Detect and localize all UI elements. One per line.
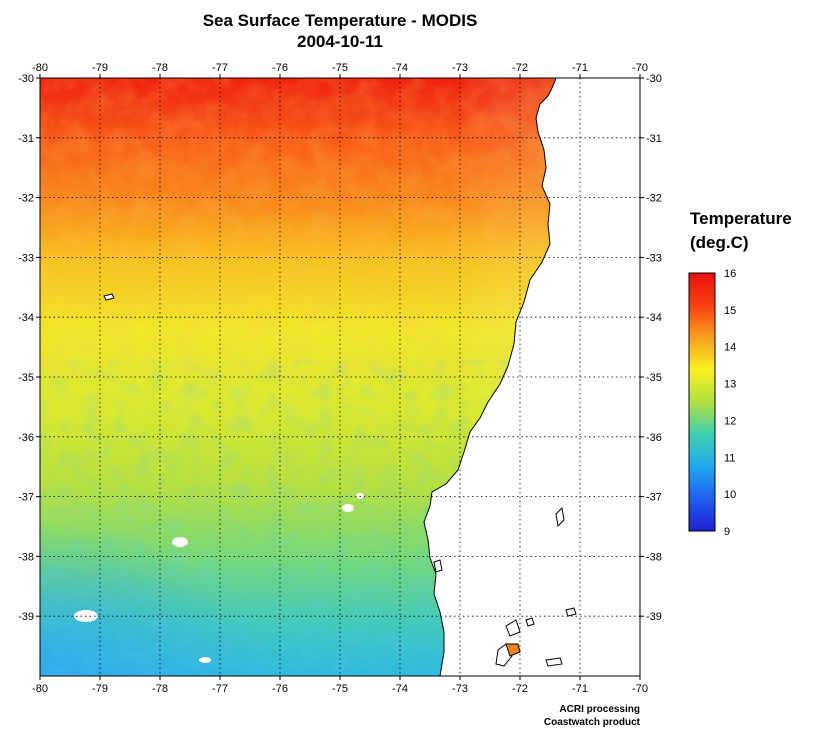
colorbar-tick-label: 9 bbox=[724, 526, 730, 538]
lon-label-bottom: -76 bbox=[272, 683, 288, 695]
lat-label-left: -34 bbox=[18, 312, 34, 324]
lat-label-right: -32 bbox=[646, 193, 662, 205]
lon-label-bottom: -79 bbox=[92, 683, 108, 695]
lat-label-right: -39 bbox=[646, 611, 662, 623]
colorbar-title: Temperature bbox=[690, 209, 792, 228]
lat-label-right: -37 bbox=[646, 492, 662, 504]
lat-label-right: -33 bbox=[646, 252, 662, 264]
lat-label-right: -36 bbox=[646, 432, 662, 444]
credit-product: Coastwatch product bbox=[543, 717, 640, 728]
lon-label-top: -71 bbox=[572, 62, 588, 74]
colorbar-units: (deg.C) bbox=[690, 233, 749, 252]
lon-label-bottom: -75 bbox=[332, 683, 348, 695]
tick-labels: -80 -80 -79 -79 -78 -78 -77 -77 -76 -76 -75 -75 -74 -… bbox=[18, 62, 662, 695]
credit-processing: ACRI processing bbox=[559, 704, 640, 715]
lon-label-top: -77 bbox=[212, 62, 228, 74]
lon-label-top: -72 bbox=[512, 62, 528, 74]
lat-label-right: -38 bbox=[646, 551, 662, 563]
lat-label-right: -34 bbox=[646, 312, 662, 324]
lon-label-top: -76 bbox=[272, 62, 288, 74]
colorbar-tick-label: 11 bbox=[724, 452, 735, 464]
lat-label-left: -33 bbox=[18, 252, 34, 264]
lon-label-bottom: -78 bbox=[152, 683, 168, 695]
lon-label-bottom: -77 bbox=[212, 683, 228, 695]
lon-label-top: -75 bbox=[332, 62, 348, 74]
lon-label-top: -73 bbox=[452, 62, 468, 74]
lat-label-left: -37 bbox=[18, 492, 34, 504]
lat-label-left: -36 bbox=[18, 432, 34, 444]
colorbar-tick-label: 15 bbox=[724, 305, 736, 317]
map-date: 2004-10-11 bbox=[296, 32, 384, 51]
colorbar-tick-label: 10 bbox=[724, 489, 736, 501]
colorbar-tick-label: 16 bbox=[724, 268, 736, 280]
lat-label-left: -31 bbox=[18, 133, 34, 145]
colorbar bbox=[688, 272, 716, 532]
lat-label-left: -35 bbox=[18, 372, 34, 384]
colorbar-tick-label: 14 bbox=[724, 342, 736, 354]
lon-label-top: -78 bbox=[152, 62, 168, 74]
grid-lines bbox=[40, 78, 640, 676]
lat-label-right: -31 bbox=[646, 133, 662, 145]
tick-marks bbox=[36, 74, 644, 680]
lon-label-top: -79 bbox=[92, 62, 108, 74]
colorbar-tick-labels: 16 15 14 13 12 11 10 9 bbox=[724, 268, 736, 538]
lon-label-bottom: -72 bbox=[512, 683, 528, 695]
map-title: Sea Surface Temperature - MODIS bbox=[202, 11, 478, 30]
lat-label-left: -39 bbox=[18, 611, 34, 623]
colorbar-tick-label: 12 bbox=[724, 415, 736, 427]
lat-label-right: -35 bbox=[646, 372, 662, 384]
lon-label-bottom: -80 bbox=[32, 683, 48, 695]
lon-label-top: -80 bbox=[32, 62, 48, 74]
coastline bbox=[423, 77, 557, 677]
lon-label-top: -74 bbox=[392, 62, 408, 74]
islands bbox=[103, 293, 577, 667]
lon-label-bottom: -74 bbox=[392, 683, 408, 695]
lon-label-bottom: -70 bbox=[632, 683, 648, 695]
lat-label-right: -30 bbox=[646, 73, 662, 85]
colorbar-tick-label: 13 bbox=[724, 379, 736, 391]
lon-label-bottom: -73 bbox=[452, 683, 468, 695]
lat-label-left: -38 bbox=[18, 551, 34, 563]
lon-label-bottom: -71 bbox=[572, 683, 588, 695]
lon-label-top: -70 bbox=[632, 62, 648, 74]
lat-label-left: -32 bbox=[18, 193, 34, 205]
lat-label-left: -30 bbox=[18, 73, 34, 85]
